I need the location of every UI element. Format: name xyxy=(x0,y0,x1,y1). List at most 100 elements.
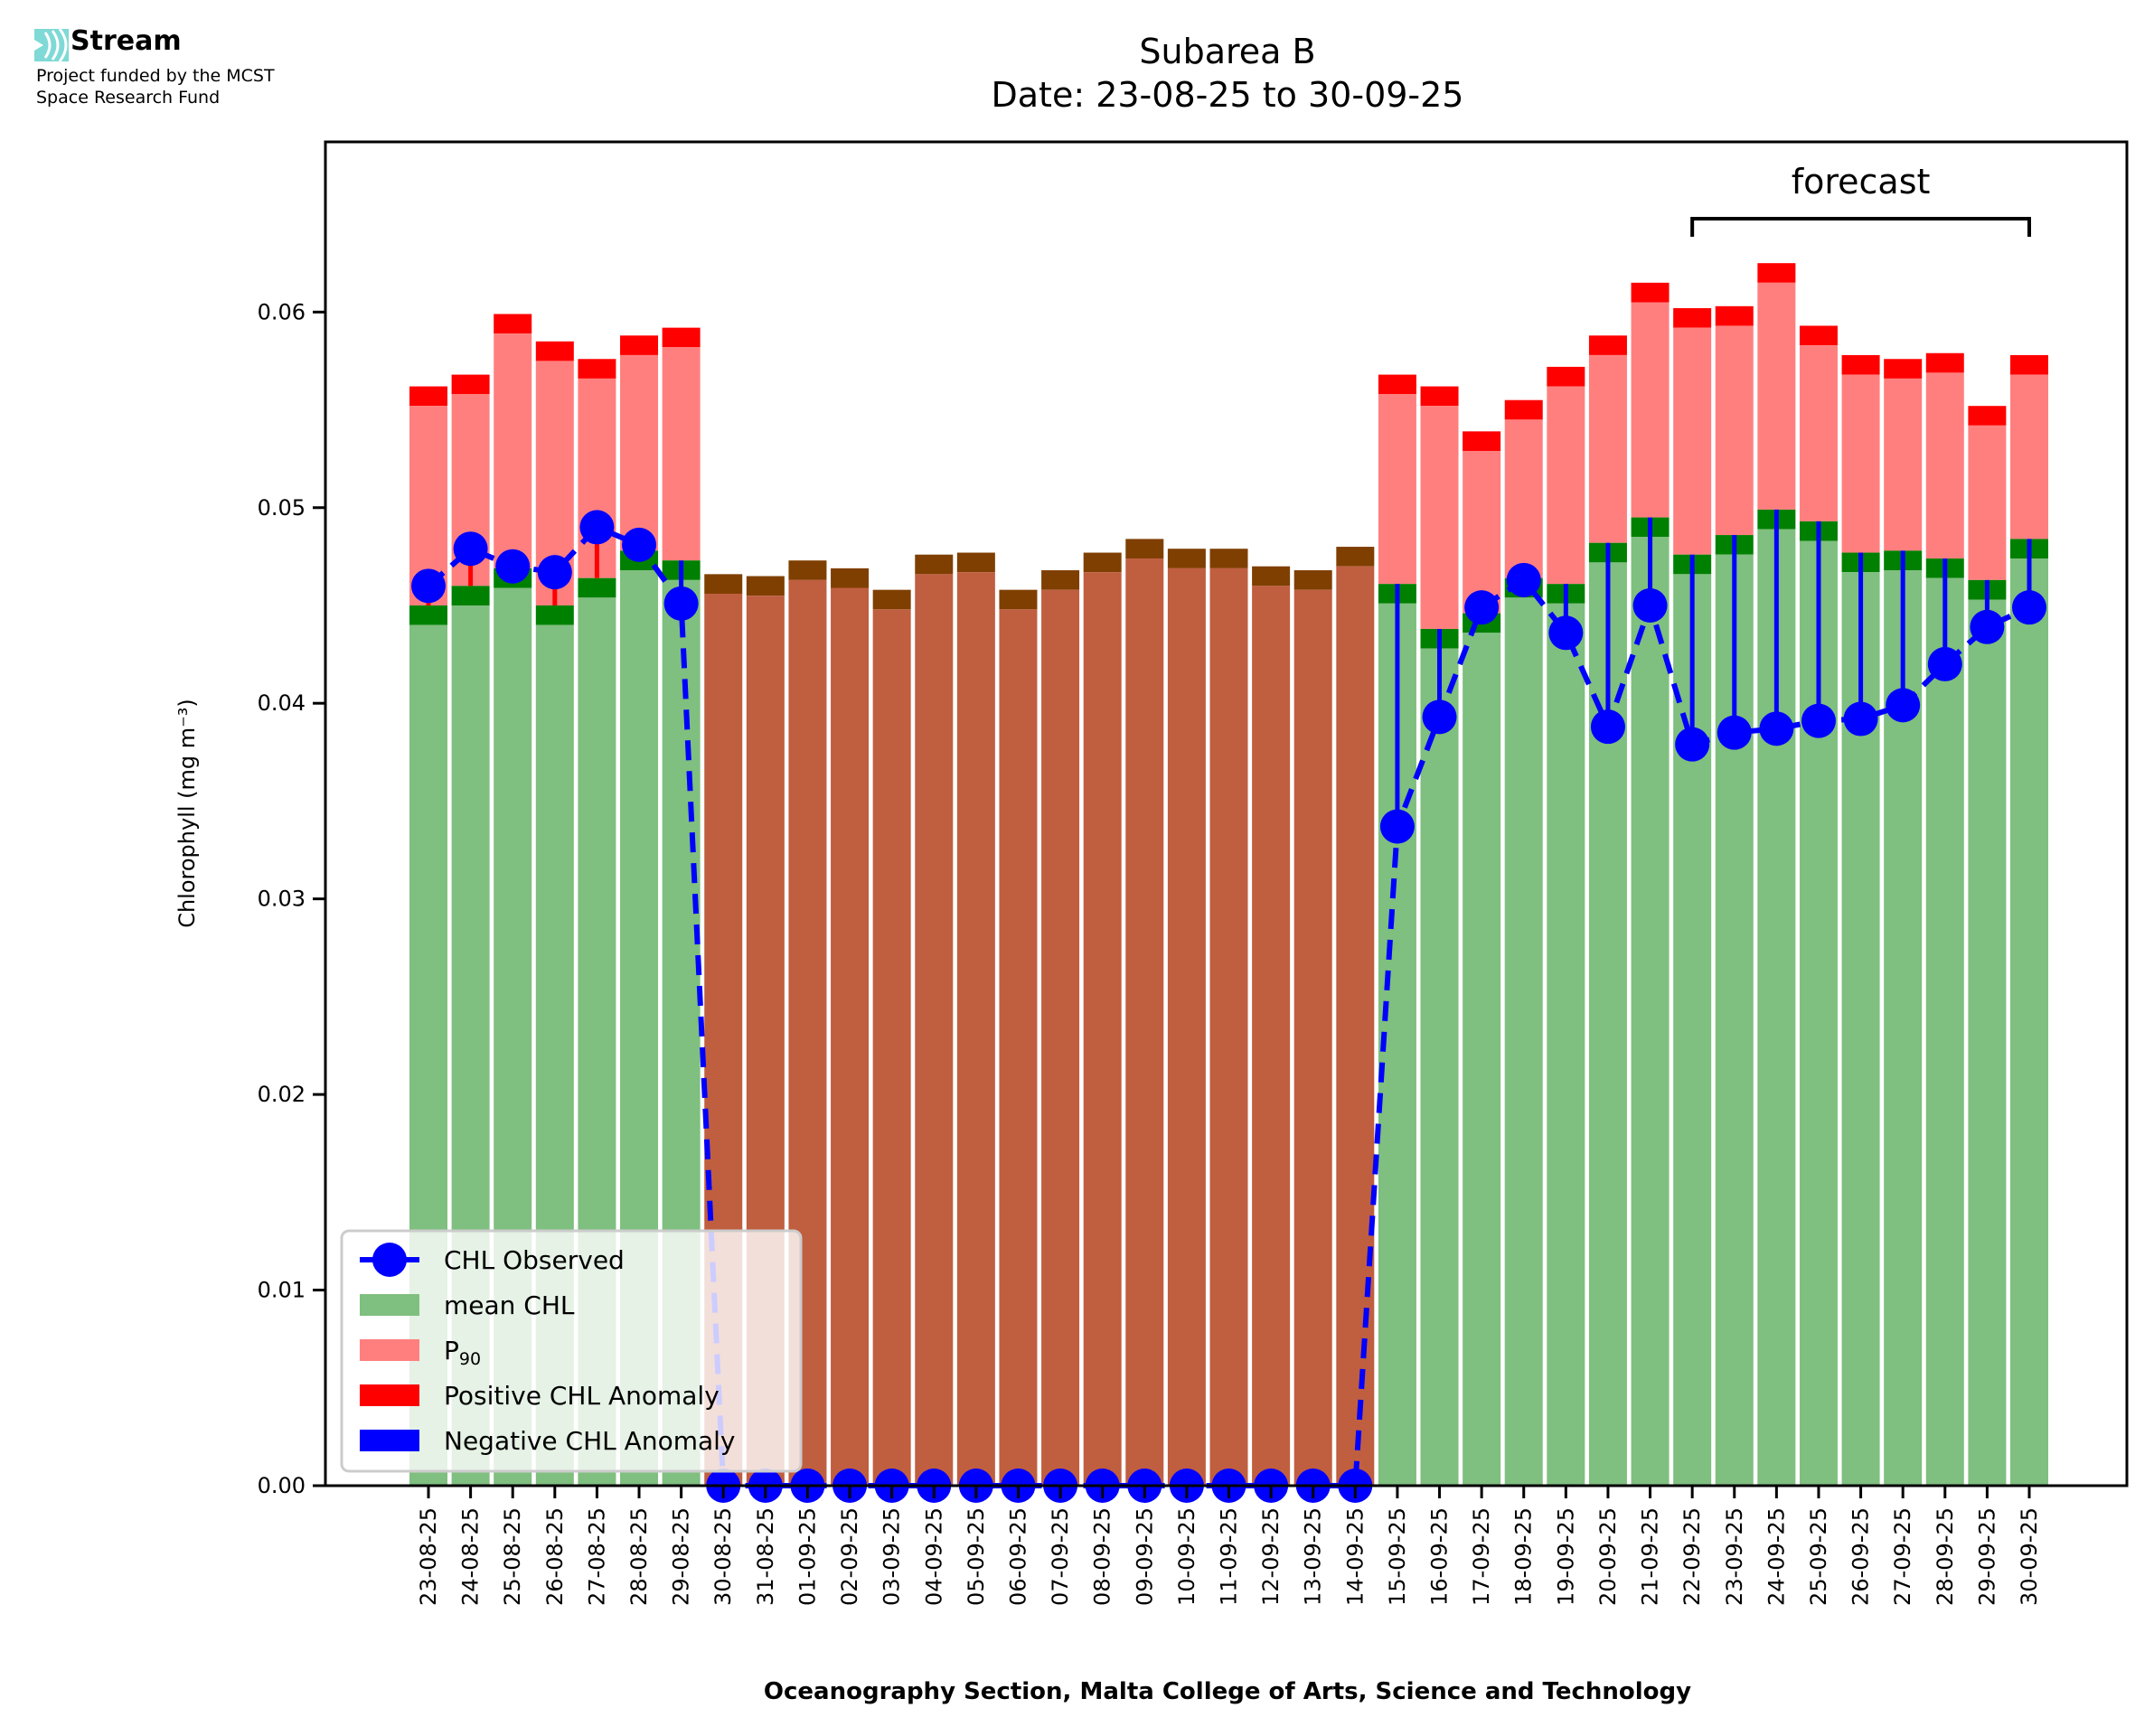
observed-point xyxy=(1632,587,1668,623)
p90-bar xyxy=(662,347,701,561)
x-tick-label: 31-08-25 xyxy=(753,1507,778,1606)
funding-line-1: Project funded by the MCST xyxy=(36,66,275,86)
positive-anomaly-band xyxy=(409,386,447,407)
chart-subtitle: Date: 23-08-25 to 30-09-25 xyxy=(992,75,1464,115)
x-tick-label: 19-09-25 xyxy=(1553,1507,1578,1606)
x-tick-label: 15-09-25 xyxy=(1385,1507,1410,1606)
p90-bar xyxy=(494,333,532,568)
missing-mean-band xyxy=(1083,552,1122,573)
x-tick-label: 14-09-25 xyxy=(1342,1507,1368,1606)
observed-point xyxy=(1970,609,2005,644)
observed-point xyxy=(663,586,699,621)
legend-swatch-icon xyxy=(360,1384,419,1406)
observed-point xyxy=(495,549,531,584)
x-tick-label: 26-08-25 xyxy=(542,1507,568,1606)
p90-bar xyxy=(1631,302,1670,518)
y-tick-label: 0.06 xyxy=(258,299,306,324)
forecast-label: forecast xyxy=(1792,162,1931,202)
missing-mean-bar xyxy=(1083,572,1122,1486)
x-tick-label: 24-08-25 xyxy=(458,1507,484,1606)
brand-name: Stream xyxy=(71,25,182,57)
x-tick-label: 22-09-25 xyxy=(1679,1507,1705,1606)
x-tick-label: 10-09-25 xyxy=(1174,1507,1199,1606)
positive-anomaly-band xyxy=(1841,354,1880,375)
x-tick-label: 30-08-25 xyxy=(710,1507,736,1606)
forecast-bracket xyxy=(1690,217,2031,237)
observed-point xyxy=(1590,709,1625,745)
x-tick-label: 28-09-25 xyxy=(1933,1507,1958,1606)
p90-bar xyxy=(1841,374,1880,553)
observed-point xyxy=(622,527,657,562)
x-tick-label: 25-08-25 xyxy=(500,1507,525,1606)
mean-band xyxy=(409,605,447,625)
mean-chl-bar xyxy=(1463,633,1501,1486)
p90-bar xyxy=(1378,394,1416,585)
positive-anomaly-band xyxy=(578,359,616,379)
x-tick-label: 27-08-25 xyxy=(584,1507,609,1606)
anomaly-lines-layer xyxy=(426,509,2032,827)
missing-mean-band xyxy=(872,589,911,610)
positive-anomaly-band xyxy=(1673,307,1712,328)
x-tick-label: 01-09-25 xyxy=(795,1507,820,1606)
observed-point xyxy=(537,555,572,590)
x-tick-label: 08-09-25 xyxy=(1090,1507,1115,1606)
chart-title: Subarea B xyxy=(1139,32,1315,71)
missing-mean-bar xyxy=(1167,568,1206,1486)
positive-anomaly-band xyxy=(2010,354,2048,375)
x-tick-label: 26-09-25 xyxy=(1848,1507,1874,1606)
missing-mean-bar xyxy=(872,609,911,1486)
p90-bar xyxy=(1884,378,1923,551)
observed-point xyxy=(579,510,615,545)
y-tick-label: 0.02 xyxy=(258,1082,306,1107)
missing-mean-band xyxy=(746,576,785,596)
missing-mean-band xyxy=(1125,539,1164,559)
legend-swatch-icon xyxy=(360,1339,419,1361)
x-tick-label: 29-09-25 xyxy=(1974,1507,1999,1606)
mean-chl-bar xyxy=(2010,558,2048,1486)
observed-point xyxy=(2012,590,2046,625)
mean-band xyxy=(535,605,574,625)
positive-anomaly-band xyxy=(1378,374,1416,395)
positive-anomaly-band xyxy=(1588,335,1627,355)
x-tick-label: 12-09-25 xyxy=(1258,1507,1284,1606)
mean-chl-bar xyxy=(1504,597,1543,1486)
missing-mean-bar xyxy=(1252,586,1291,1486)
missing-mean-bar xyxy=(1125,558,1164,1486)
missing-mean-band xyxy=(1167,549,1206,568)
y-tick-label: 0.05 xyxy=(258,495,306,521)
p90-bar xyxy=(1547,386,1585,585)
x-tick-label: 02-09-25 xyxy=(837,1507,862,1606)
positive-anomaly-band xyxy=(1757,263,1796,283)
x-tick-label: 06-09-25 xyxy=(1005,1507,1030,1606)
x-tick-label: 04-09-25 xyxy=(921,1507,946,1606)
missing-mean-band xyxy=(788,560,827,580)
positive-anomaly-band xyxy=(1504,399,1543,420)
missing-mean-bar xyxy=(915,574,954,1486)
positive-anomaly-band xyxy=(1968,406,2007,426)
x-axis-label: Oceanography Section, Malta College of A… xyxy=(764,1678,1691,1705)
positive-anomaly-band xyxy=(494,314,532,334)
positive-anomaly-band xyxy=(451,374,490,395)
x-tick-label: 09-09-25 xyxy=(1132,1507,1157,1606)
x-tick-label: 13-09-25 xyxy=(1301,1507,1326,1606)
p90-bar xyxy=(1420,406,1459,629)
missing-mean-band xyxy=(1209,549,1248,568)
x-axis: 23-08-25 24-08-25 25-08-25 26-08-25 27-08-25… xyxy=(416,1486,2042,1606)
positive-anomaly-band xyxy=(1631,282,1670,303)
x-tick-label: 17-09-25 xyxy=(1469,1507,1494,1606)
legend-label-subscript: 90 xyxy=(459,1349,481,1369)
observed-point xyxy=(1422,699,1457,735)
p90-bar xyxy=(1463,450,1501,614)
p90-bar xyxy=(620,354,659,551)
y-axis-label: Chlorophyll (mg m⁻³) xyxy=(174,699,200,928)
missing-mean-bar xyxy=(1336,566,1375,1486)
y-tick-label: 0.04 xyxy=(258,690,306,716)
y-tick-label: 0.03 xyxy=(258,887,306,912)
p90-bar xyxy=(1968,425,2007,580)
x-tick-label: 11-09-25 xyxy=(1217,1507,1242,1606)
missing-mean-band xyxy=(915,554,954,575)
p90-bar xyxy=(1673,327,1712,555)
observed-point xyxy=(1464,590,1500,625)
